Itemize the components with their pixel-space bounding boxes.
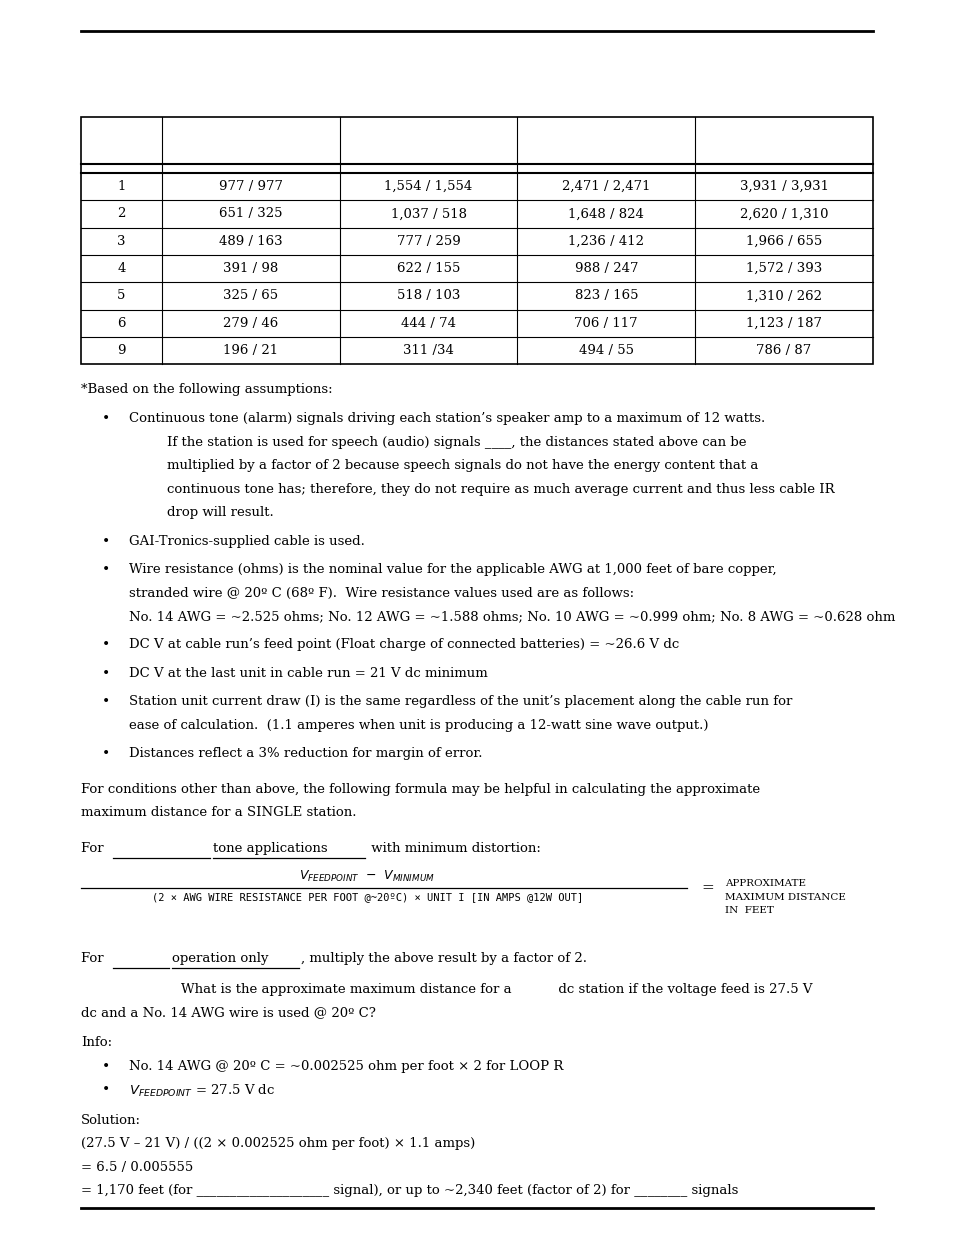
Text: APPROXIMATE
MAXIMUM DISTANCE
IN  FEET: APPROXIMATE MAXIMUM DISTANCE IN FEET — [724, 879, 845, 915]
Text: Info:: Info: — [81, 1036, 112, 1050]
Text: , multiply the above result by a factor of 2.: , multiply the above result by a factor … — [300, 952, 586, 966]
Text: (2 × AWG WIRE RESISTANCE PER FOOT @~20ºC) × UNIT I [IN AMPS @12W OUT]: (2 × AWG WIRE RESISTANCE PER FOOT @~20ºC… — [152, 892, 582, 902]
Text: 518 / 103: 518 / 103 — [396, 289, 459, 303]
Text: •: • — [102, 695, 111, 709]
Text: 1: 1 — [117, 180, 126, 193]
Text: operation only: operation only — [172, 952, 268, 966]
Text: 6: 6 — [117, 317, 126, 330]
Text: stranded wire @ 20º C (68º F).  Wire resistance values used are as follows:: stranded wire @ 20º C (68º F). Wire resi… — [129, 587, 633, 600]
Text: 3: 3 — [117, 235, 126, 248]
Text: 1,554 / 1,554: 1,554 / 1,554 — [384, 180, 472, 193]
Text: For: For — [81, 952, 108, 966]
Text: 2,620 / 1,310: 2,620 / 1,310 — [739, 207, 827, 220]
Text: 5: 5 — [117, 289, 126, 303]
Text: •: • — [102, 638, 111, 652]
Text: •: • — [102, 747, 111, 761]
Text: •: • — [102, 412, 111, 426]
Text: tone applications: tone applications — [213, 842, 327, 856]
Text: For: For — [81, 842, 108, 856]
Text: = 6.5 / 0.005555: = 6.5 / 0.005555 — [81, 1161, 193, 1174]
Text: 651 / 325: 651 / 325 — [219, 207, 282, 220]
Text: 1,572 / 393: 1,572 / 393 — [745, 262, 821, 275]
Bar — [81, 117, 872, 364]
Text: •: • — [102, 535, 111, 548]
Text: No. 14 AWG = ~2.525 ohms; No. 12 AWG = ~1.588 ohms; No. 10 AWG = ~0.999 ohm; No.: No. 14 AWG = ~2.525 ohms; No. 12 AWG = ~… — [129, 610, 894, 624]
Text: 988 / 247: 988 / 247 — [574, 262, 638, 275]
Text: 4: 4 — [117, 262, 126, 275]
Text: What is the approximate maximum distance for a           dc station if the volta: What is the approximate maximum distance… — [181, 983, 812, 997]
Text: continuous tone has; therefore, they do not require as much average current and : continuous tone has; therefore, they do … — [167, 483, 834, 496]
Text: 2: 2 — [117, 207, 126, 220]
Text: =: = — [700, 881, 713, 895]
Text: 622 / 155: 622 / 155 — [396, 262, 459, 275]
Text: maximum distance for a SINGLE station.: maximum distance for a SINGLE station. — [81, 806, 356, 820]
Text: 977 / 977: 977 / 977 — [218, 180, 282, 193]
Text: = 1,170 feet (for ____________________ signal), or up to ~2,340 feet (factor of : = 1,170 feet (for ____________________ s… — [81, 1184, 738, 1198]
Text: Continuous tone (alarm) signals driving each station’s speaker amp to a maximum : Continuous tone (alarm) signals driving … — [129, 412, 764, 426]
Text: 494 / 55: 494 / 55 — [578, 345, 633, 357]
Text: with minimum distortion:: with minimum distortion: — [367, 842, 540, 856]
Text: 489 / 163: 489 / 163 — [219, 235, 282, 248]
Text: dc and a No. 14 AWG wire is used @ 20º C?: dc and a No. 14 AWG wire is used @ 20º C… — [81, 1007, 375, 1020]
Text: 1,966 / 655: 1,966 / 655 — [745, 235, 821, 248]
Text: 325 / 65: 325 / 65 — [223, 289, 278, 303]
Text: 2,471 / 2,471: 2,471 / 2,471 — [561, 180, 650, 193]
Text: Solution:: Solution: — [81, 1114, 141, 1128]
Text: 823 / 165: 823 / 165 — [574, 289, 638, 303]
Text: 3,931 / 3,931: 3,931 / 3,931 — [739, 180, 827, 193]
Text: 1,236 / 412: 1,236 / 412 — [568, 235, 643, 248]
Text: •: • — [102, 563, 111, 577]
Text: drop will result.: drop will result. — [167, 506, 274, 520]
Text: •: • — [102, 667, 111, 680]
Text: •: • — [102, 1060, 111, 1073]
Text: 9: 9 — [117, 345, 126, 357]
Text: •: • — [102, 1083, 111, 1097]
Text: 1,648 / 824: 1,648 / 824 — [568, 207, 643, 220]
Text: 391 / 98: 391 / 98 — [223, 262, 278, 275]
Text: Station unit current draw (I) is the same regardless of the unit’s placement alo: Station unit current draw (I) is the sam… — [129, 695, 791, 709]
Text: No. 14 AWG @ 20º C = ~0.002525 ohm per foot × 2 for LOOP R: No. 14 AWG @ 20º C = ~0.002525 ohm per f… — [129, 1060, 562, 1073]
Text: (27.5 V – 21 V) / ((2 × 0.002525 ohm per foot) × 1.1 amps): (27.5 V – 21 V) / ((2 × 0.002525 ohm per… — [81, 1137, 475, 1151]
Text: DC V at the last unit in cable run = 21 V dc minimum: DC V at the last unit in cable run = 21 … — [129, 667, 487, 680]
Text: ease of calculation.  (1.1 amperes when unit is producing a 12-watt sine wave ou: ease of calculation. (1.1 amperes when u… — [129, 719, 707, 732]
Text: $V_{FEEDPOINT}$  $-$  $V_{MINIMUM}$: $V_{FEEDPOINT}$ $-$ $V_{MINIMUM}$ — [299, 869, 435, 884]
Text: 1,123 / 187: 1,123 / 187 — [745, 317, 821, 330]
Text: 196 / 21: 196 / 21 — [223, 345, 278, 357]
Text: Distances reflect a 3% reduction for margin of error.: Distances reflect a 3% reduction for mar… — [129, 747, 482, 761]
Text: If the station is used for speech (audio) signals ____, the distances stated abo: If the station is used for speech (audio… — [167, 436, 745, 450]
Text: 1,310 / 262: 1,310 / 262 — [745, 289, 821, 303]
Text: Wire resistance (ohms) is the nominal value for the applicable AWG at 1,000 feet: Wire resistance (ohms) is the nominal va… — [129, 563, 776, 577]
Text: multiplied by a factor of 2 because speech signals do not have the energy conten: multiplied by a factor of 2 because spee… — [167, 459, 758, 473]
Text: 777 / 259: 777 / 259 — [396, 235, 460, 248]
Text: 1,037 / 518: 1,037 / 518 — [390, 207, 466, 220]
Text: 279 / 46: 279 / 46 — [223, 317, 278, 330]
Text: For conditions other than above, the following formula may be helpful in calcula: For conditions other than above, the fol… — [81, 783, 760, 797]
Text: 444 / 74: 444 / 74 — [400, 317, 456, 330]
Text: 706 / 117: 706 / 117 — [574, 317, 638, 330]
Text: DC V at cable run’s feed point (Float charge of connected batteries) = ~26.6 V d: DC V at cable run’s feed point (Float ch… — [129, 638, 679, 652]
Text: $V_{FEEDPOINT}$ = 27.5 V dc: $V_{FEEDPOINT}$ = 27.5 V dc — [129, 1083, 274, 1099]
Text: *Based on the following assumptions:: *Based on the following assumptions: — [81, 383, 333, 396]
Text: GAI-Tronics-supplied cable is used.: GAI-Tronics-supplied cable is used. — [129, 535, 364, 548]
Text: 311 /34: 311 /34 — [403, 345, 454, 357]
Text: 786 / 87: 786 / 87 — [756, 345, 811, 357]
